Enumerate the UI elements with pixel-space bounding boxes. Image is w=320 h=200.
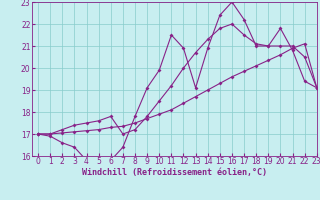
X-axis label: Windchill (Refroidissement éolien,°C): Windchill (Refroidissement éolien,°C) (82, 168, 267, 177)
